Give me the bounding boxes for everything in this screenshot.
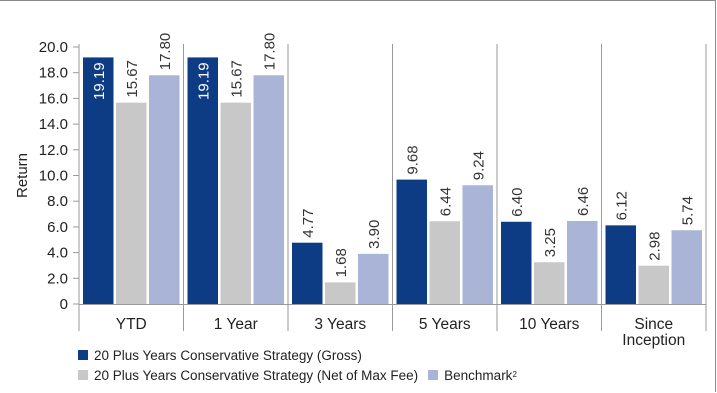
bar-1-1: [220, 102, 251, 304]
bar-3-2: [462, 185, 493, 304]
y-tick-label: 16.0: [39, 90, 68, 107]
data-label: 15.67: [228, 60, 245, 98]
data-label: 19.19: [91, 62, 108, 100]
legend-swatch-benchmark: [428, 370, 439, 380]
legend-row-2: 20 Plus Years Conservative Strategy (Net…: [78, 365, 527, 385]
bar-4-0: [501, 221, 532, 304]
y-tick-label: 8.0: [47, 193, 68, 210]
data-label: 3.25: [542, 228, 559, 257]
bar-5-1: [638, 265, 669, 304]
data-label: 4.77: [300, 209, 317, 238]
data-label: 6.44: [437, 187, 454, 216]
y-tick-label: 4.0: [47, 245, 68, 262]
bar-3-0: [396, 179, 427, 304]
data-label: 6.46: [575, 187, 592, 216]
y-axis-label: Return: [14, 153, 31, 198]
bar-4-2: [567, 220, 598, 304]
x-category-label: Since: [634, 316, 673, 333]
bar-0-0: [83, 57, 114, 304]
data-label: 19.19: [195, 62, 212, 100]
bar-1-2: [253, 75, 284, 305]
y-tick-label: 2.0: [47, 270, 68, 287]
bar-4-1: [534, 262, 565, 304]
data-label: 1.68: [333, 248, 350, 277]
data-label: 2.98: [646, 232, 663, 261]
bar-2-2: [358, 253, 389, 304]
data-label: 5.74: [679, 196, 696, 225]
y-tick-label: 12.0: [39, 142, 68, 159]
data-label: 6.40: [509, 188, 526, 217]
x-category-label: 3 Years: [314, 316, 366, 333]
x-category-label: 1 Year: [214, 316, 258, 333]
bar-0-1: [116, 102, 147, 304]
data-label: 6.12: [613, 191, 630, 220]
y-tick-label: 20.0: [39, 39, 68, 56]
x-category-label: YTD: [116, 316, 147, 333]
legend-label-gross: 20 Plus Years Conservative Strategy (Gro…: [94, 347, 362, 363]
bar-3-1: [429, 221, 460, 304]
y-tick-label: 14.0: [39, 116, 68, 133]
data-label: 15.67: [124, 60, 141, 98]
y-tick-label: 0: [60, 296, 68, 313]
bar-2-1: [325, 282, 356, 304]
chart-legend: 20 Plus Years Conservative Strategy (Gro…: [78, 345, 527, 385]
data-label: 9.24: [470, 151, 487, 180]
data-label: 17.80: [157, 33, 174, 71]
legend-swatch-gross: [78, 350, 88, 360]
legend-row-1: 20 Plus Years Conservative Strategy (Gro…: [78, 345, 527, 365]
data-label: 3.90: [366, 220, 383, 249]
data-label: 9.68: [404, 145, 421, 174]
y-tick-label: 10.0: [39, 168, 68, 185]
bar-5-0: [605, 225, 636, 304]
legend-label-net: 20 Plus Years Conservative Strategy (Net…: [94, 367, 419, 383]
legend-item-net: 20 Plus Years Conservative Strategy (Net…: [78, 368, 418, 383]
bar-0-2: [149, 75, 180, 305]
x-category-label: Inception: [622, 332, 685, 349]
data-label: 17.80: [261, 33, 278, 71]
y-tick-label: 6.0: [47, 219, 68, 236]
y-tick-label: 18.0: [39, 65, 68, 82]
legend-swatch-net: [78, 370, 88, 380]
x-category-label: 10 Years: [519, 316, 580, 333]
bar-2-0: [292, 242, 323, 304]
bar-1-0: [187, 57, 218, 304]
legend-label-benchmark: Benchmark: [444, 367, 513, 383]
legend-item-gross: 20 Plus Years Conservative Strategy (Gro…: [78, 348, 362, 363]
bar-5-2: [671, 230, 702, 304]
x-category-label: 5 Years: [419, 316, 471, 333]
legend-item-benchmark: Benchmark 2: [428, 368, 517, 383]
